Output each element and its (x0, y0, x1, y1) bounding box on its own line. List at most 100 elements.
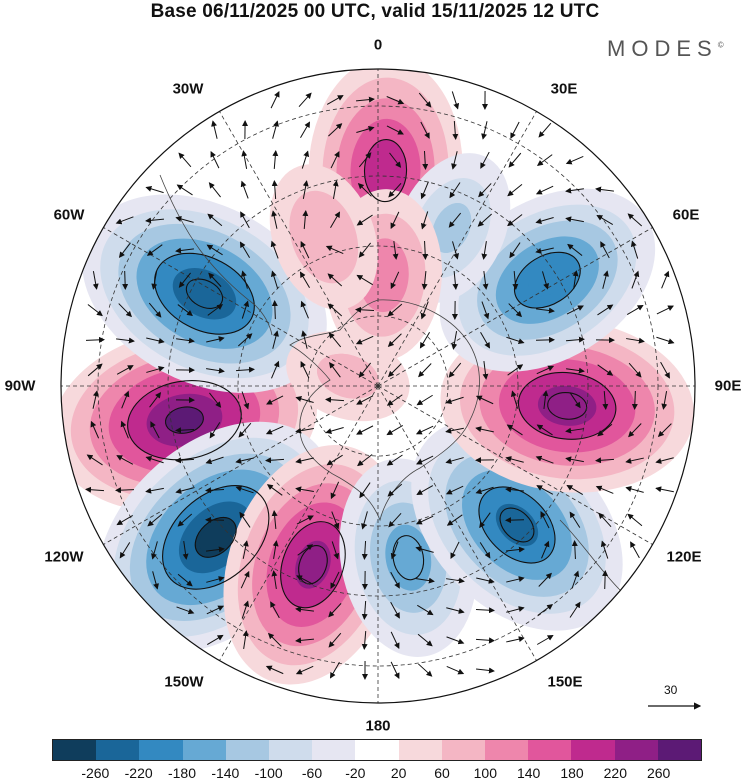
wind-arrow (115, 487, 135, 494)
wind-arrow (119, 542, 131, 559)
wind-arrow (175, 216, 194, 223)
wind-arrow (239, 241, 251, 258)
wind-arrow (208, 182, 221, 198)
wind-arrow (121, 390, 130, 409)
wind-arrow (535, 455, 554, 464)
wind-arrow (506, 424, 523, 436)
wind-arrow (241, 270, 248, 289)
wind-arrow (328, 632, 342, 648)
colorbar-tick-label: 180 (560, 765, 584, 781)
wind-arrow (326, 95, 344, 105)
colorbar-segment (398, 740, 442, 760)
wind-arrow (386, 96, 405, 105)
wind-arrow (418, 663, 433, 677)
wind-arrow (177, 304, 193, 317)
wind-arrow (210, 151, 220, 169)
wind-arrow (205, 487, 225, 494)
wind-arrow (330, 211, 341, 229)
wind-arrow (510, 121, 520, 139)
wind-arrow (536, 485, 554, 495)
wind-arrow (565, 427, 584, 434)
wind-arrow (206, 576, 225, 583)
wind-arrow (657, 423, 672, 438)
wind-arrow (330, 481, 340, 500)
wind-arrow (656, 336, 675, 345)
wind-arrow (90, 420, 100, 439)
wind-arrow (145, 185, 164, 194)
wind-arrow (325, 245, 344, 255)
wind-arrow (122, 270, 129, 290)
wind-arrow (85, 336, 105, 343)
wind-arrow (359, 482, 371, 499)
wind-arrow (240, 180, 249, 199)
wind-arrow (388, 513, 402, 528)
wind-arrow (272, 540, 279, 559)
wind-arrow (301, 150, 310, 169)
wind-arrow (569, 601, 581, 618)
wind-arrow (356, 425, 374, 435)
wind-arrow (566, 367, 585, 374)
wind-arrow (446, 636, 465, 645)
wind-arrow (357, 454, 373, 467)
wind-arrow (481, 241, 488, 260)
wind-arrow (242, 630, 249, 649)
colorbar-segment (571, 740, 615, 760)
wind-arrow (538, 122, 552, 138)
meridian-line (103, 227, 379, 387)
wind-arrow (176, 184, 193, 196)
anomaly-contour-fill (199, 521, 233, 554)
wind-arrow (235, 485, 254, 494)
colorbar-segment (182, 740, 226, 760)
wind-arrow (482, 271, 489, 290)
wind-arrow (146, 244, 163, 256)
wind-arrow (235, 457, 254, 464)
wind-arrow (239, 511, 251, 528)
wind-arrow (238, 422, 252, 438)
wind-arrow (116, 337, 135, 344)
wind-arrow (481, 301, 490, 320)
contour-layer (127, 139, 617, 609)
wind-arrow (476, 577, 495, 584)
wind-arrow (240, 570, 250, 589)
wind-arrow (602, 390, 609, 410)
wind-arrow (626, 304, 644, 315)
lon-label-150e: 150E (547, 673, 583, 691)
wind-arrow (237, 333, 253, 347)
wind-arrow (536, 365, 555, 375)
anomaly-contour-line (162, 484, 270, 590)
wind-arrow (481, 121, 488, 140)
anomaly-contour-fill (165, 406, 204, 434)
anomaly-contour-line (127, 380, 242, 461)
colorbar-ticks: -260 -220 -180 -140 -100 -60 -20 20 60 100 140 180 2… (0, 765, 750, 783)
wind-arrow (295, 486, 314, 493)
anomaly-contour-line (499, 507, 535, 543)
wind-arrow (356, 395, 374, 405)
wind-arrow (417, 633, 433, 647)
wind-arrow (505, 486, 525, 493)
wind-arrow (330, 151, 340, 169)
colorbar-segment (53, 740, 97, 760)
lon-label-60e: 60E (672, 206, 700, 224)
wind-arrow (656, 305, 674, 315)
anomaly-layer (61, 69, 694, 685)
wind-arrow (446, 577, 465, 584)
wind-arrow (415, 546, 434, 553)
wind-arrow (386, 125, 404, 135)
wind-arrow (655, 457, 674, 464)
wind-arrow (146, 337, 165, 344)
wind-arrow (211, 120, 218, 139)
wind-arrow (270, 240, 279, 259)
wind-arrow (418, 363, 432, 378)
brand-name: MODES (607, 36, 718, 61)
wind-arrow (146, 366, 165, 373)
wind-arrow (420, 211, 429, 230)
reference-vector-label: 30 (664, 683, 678, 697)
wind-arrow (507, 183, 523, 197)
wind-arrow (272, 150, 279, 170)
wind-arrow (118, 242, 131, 258)
anomaly-contour-fill (432, 203, 472, 253)
wind-arrow (209, 392, 222, 408)
wind-arrow (206, 546, 225, 553)
wind-arrow (86, 454, 103, 466)
wind-arrow (535, 185, 554, 195)
